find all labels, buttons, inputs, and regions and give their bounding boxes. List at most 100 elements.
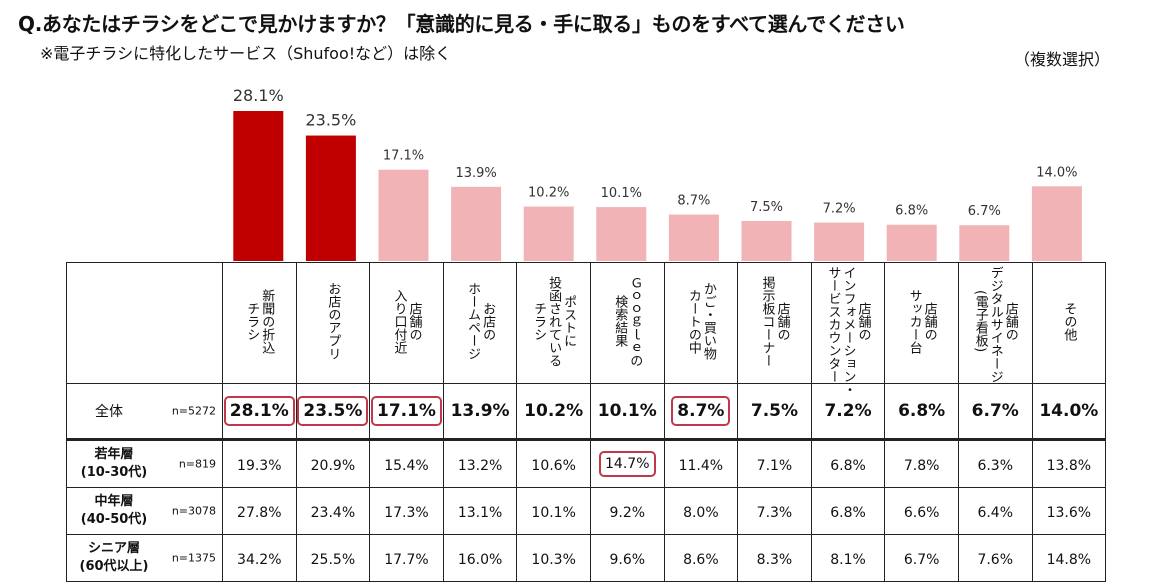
cell-value: 7.1% bbox=[756, 457, 793, 474]
cell-value: 6.7% bbox=[971, 401, 1019, 421]
column-header-label: お店のアプリ bbox=[325, 282, 341, 360]
column-header: 店舗の 入り口付近 bbox=[369, 262, 444, 384]
bar-9 bbox=[814, 222, 865, 261]
table-cell: 10.6% bbox=[516, 438, 591, 488]
cell-value: 10.2% bbox=[524, 401, 584, 421]
table-cell: 6.8% bbox=[810, 487, 886, 535]
cell-value: 6.3% bbox=[977, 457, 1014, 474]
bar-label-5: 10.2% bbox=[528, 186, 569, 201]
bar-label-9: 7.2% bbox=[823, 202, 856, 217]
table-cell: 7.1% bbox=[737, 438, 812, 488]
results-table: 新聞の折込 チラシ お店のアプリ 店舗の 入り口付近 お店の ホームページ ポストに 投… bbox=[66, 262, 1107, 582]
cell-value: 17.7% bbox=[384, 551, 429, 568]
column-header: 新聞の折込 チラシ bbox=[222, 262, 297, 384]
cell-value: 8.3% bbox=[756, 551, 793, 568]
table-cell: 9.2% bbox=[589, 487, 665, 535]
table-cell: 11.4% bbox=[663, 438, 739, 488]
bar-label-3: 17.1% bbox=[383, 149, 424, 164]
bar-11 bbox=[959, 225, 1010, 261]
cell-value: 10.1% bbox=[531, 504, 576, 521]
column-header: お店の ホームページ bbox=[442, 262, 518, 384]
table-cell: 8.1% bbox=[810, 534, 886, 582]
cell-value: 14.7% bbox=[599, 451, 656, 477]
table-cell: 10.1% bbox=[516, 487, 591, 535]
chart-subtitle: ※電子チラシに特化したサービス（Shufoo!など）は除く bbox=[40, 44, 452, 63]
column-header-label: 店舗の インフォメーション・ サービスカウンター bbox=[825, 266, 871, 396]
column-header-label: 店舗の サッカー台 bbox=[906, 288, 937, 354]
cell-value: 7.6% bbox=[977, 551, 1014, 568]
bar-label-8: 7.5% bbox=[750, 200, 783, 215]
cell-value: 11.4% bbox=[678, 457, 724, 474]
bar-3 bbox=[378, 169, 429, 261]
cell-value: 6.8% bbox=[830, 457, 866, 474]
row-label-group: シニア層 (60代以上) bbox=[73, 540, 155, 576]
table-cell: 13.9% bbox=[442, 383, 518, 440]
cell-value: 8.6% bbox=[683, 551, 719, 568]
table-corner bbox=[66, 262, 223, 384]
cell-value: 9.2% bbox=[609, 504, 646, 521]
table-cell: 6.6% bbox=[884, 487, 959, 535]
column-header-label: 新聞の折込 チラシ bbox=[244, 288, 275, 354]
column-header-label: Ｇｏｏｇｌｅの 検索結果 bbox=[612, 275, 643, 367]
column-header: 店舗の サッカー台 bbox=[884, 262, 959, 384]
cell-value: 13.8% bbox=[1046, 457, 1092, 474]
cell-value: 8.1% bbox=[830, 551, 866, 568]
bar-8 bbox=[741, 220, 792, 261]
cell-value: 7.5% bbox=[750, 401, 799, 421]
table-cell: 7.8% bbox=[884, 438, 959, 488]
column-header-label: 店舗の デジタルサイネージ (電子看板) bbox=[972, 266, 1018, 383]
table-cell: 15.4% bbox=[369, 438, 444, 488]
bar-label-12: 14.0% bbox=[1036, 165, 1077, 180]
cell-value: 17.1% bbox=[370, 396, 442, 426]
cell-value: 7.3% bbox=[756, 504, 793, 521]
multi-select-note: （複数選択） bbox=[1013, 50, 1110, 69]
cell-value: 10.1% bbox=[597, 401, 657, 421]
bar-label-7: 8.7% bbox=[677, 194, 710, 209]
table-cell: 13.1% bbox=[442, 487, 518, 535]
column-header: お店のアプリ bbox=[295, 262, 371, 384]
cell-value: 10.3% bbox=[531, 551, 576, 568]
cell-value: 20.9% bbox=[310, 457, 356, 474]
table-cell: 6.4% bbox=[957, 487, 1033, 535]
table-cell: 27.8% bbox=[222, 487, 297, 535]
cell-value: 6.7% bbox=[903, 551, 940, 568]
column-header-label: 店舗の 入り口付近 bbox=[391, 288, 422, 354]
bar-2 bbox=[305, 135, 356, 261]
table-cell: 19.3% bbox=[222, 438, 297, 488]
row-label: シニア層 bbox=[87, 541, 140, 556]
column-header: ポストに 投函されている チラシ bbox=[516, 262, 591, 384]
cell-value: 6.6% bbox=[903, 504, 940, 521]
row-label: 全体 bbox=[95, 404, 123, 420]
table-cell: 17.3% bbox=[369, 487, 444, 535]
column-header-label: その他 bbox=[1061, 301, 1077, 341]
cell-value: 7.8% bbox=[903, 457, 940, 474]
table-cell: 7.2% bbox=[810, 383, 886, 440]
table-cell: 8.3% bbox=[737, 534, 812, 582]
cell-value: 28.1% bbox=[223, 396, 295, 426]
cell-value: 14.8% bbox=[1046, 551, 1092, 568]
column-header: 店舗の インフォメーション・ サービスカウンター bbox=[810, 262, 886, 396]
table-cell: 23.4% bbox=[295, 487, 371, 535]
sample-size: n=3078 bbox=[171, 504, 216, 518]
table-cell: 8.0% bbox=[663, 487, 739, 535]
bar-label-2: 23.5% bbox=[305, 111, 356, 130]
cell-value: 6.8% bbox=[898, 401, 946, 421]
bar-7 bbox=[668, 214, 719, 261]
bar-label-11: 6.7% bbox=[968, 204, 1001, 219]
row-sublabel: (40-50代) bbox=[80, 512, 148, 527]
table-cell: 20.9% bbox=[295, 438, 371, 488]
table-cell: 7.6% bbox=[957, 534, 1033, 582]
table-cell: 16.0% bbox=[442, 534, 518, 582]
table-cell: 8.7% bbox=[663, 383, 739, 440]
table-cell: 10.1% bbox=[589, 383, 665, 440]
cell-value: 15.4% bbox=[384, 457, 429, 474]
column-header: Ｇｏｏｇｌｅの 検索結果 bbox=[589, 262, 665, 384]
bar-label-4: 13.9% bbox=[455, 166, 496, 181]
column-header-label: かご・買い物 カートの中 bbox=[685, 282, 716, 360]
cell-value: 27.8% bbox=[237, 504, 282, 521]
row-label-cell: 若年層 (10-30代) n=819 bbox=[66, 438, 223, 488]
cell-value: 13.1% bbox=[457, 504, 503, 521]
bar-12 bbox=[1031, 186, 1082, 261]
column-header: 店舗の デジタルサイネージ (電子看板) bbox=[957, 262, 1033, 384]
cell-value: 10.6% bbox=[531, 457, 576, 474]
